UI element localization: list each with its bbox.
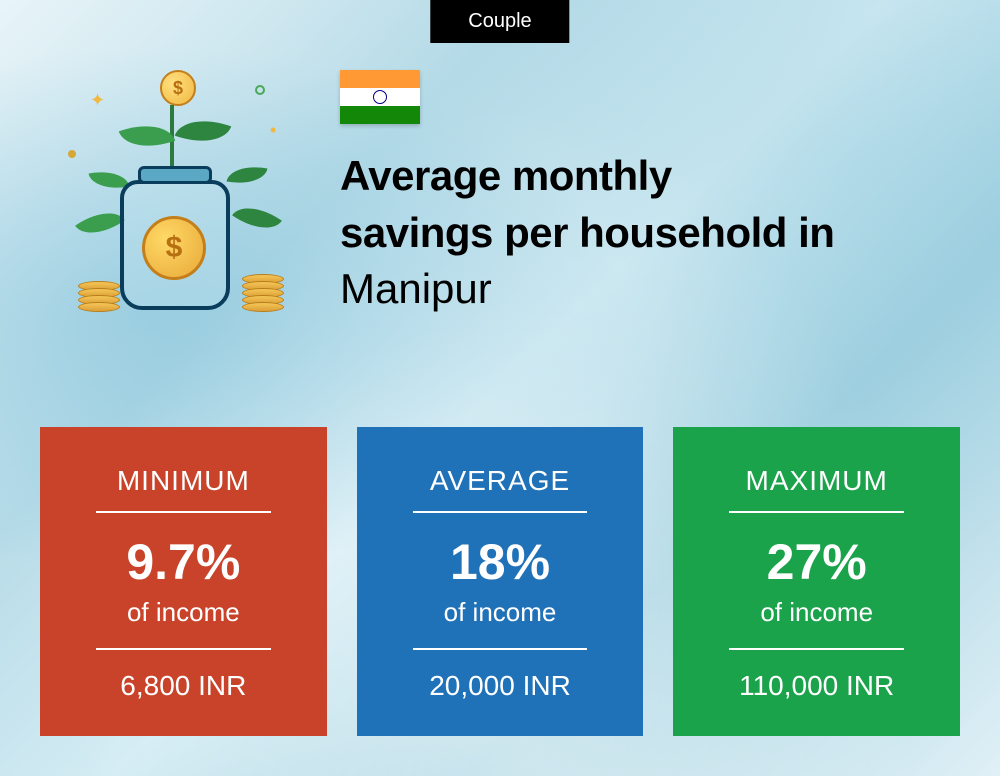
title-block: Average monthly savings per household in… bbox=[340, 70, 960, 330]
divider bbox=[96, 511, 271, 513]
title-line-2: savings per household in bbox=[340, 205, 960, 262]
title-line-1: Average monthly bbox=[340, 148, 960, 205]
divider bbox=[729, 648, 904, 650]
card-label: AVERAGE bbox=[385, 465, 616, 497]
leaf-icon bbox=[175, 109, 232, 152]
title-location: Manipur bbox=[340, 261, 960, 318]
india-flag-icon bbox=[340, 70, 420, 124]
coin-stack-icon bbox=[78, 284, 120, 312]
card-amount: 20,000 INR bbox=[385, 670, 616, 702]
coin-stack-icon bbox=[242, 277, 284, 312]
card-amount: 110,000 INR bbox=[701, 670, 932, 702]
average-card: AVERAGE 18% of income 20,000 INR bbox=[357, 427, 644, 736]
card-label: MINIMUM bbox=[68, 465, 299, 497]
savings-jar-illustration: ✦ • $ $ bbox=[60, 70, 300, 330]
card-percent: 9.7% bbox=[68, 533, 299, 591]
dot-decoration bbox=[68, 150, 76, 158]
leaf-icon bbox=[75, 201, 125, 246]
minimum-card: MINIMUM 9.7% of income 6,800 INR bbox=[40, 427, 327, 736]
header-section: ✦ • $ $ Average monthly savings per h bbox=[60, 70, 960, 330]
card-percent: 18% bbox=[385, 533, 616, 591]
card-label: MAXIMUM bbox=[701, 465, 932, 497]
divider bbox=[729, 511, 904, 513]
divider bbox=[413, 511, 588, 513]
leaf-icon bbox=[232, 196, 282, 241]
dot-decoration bbox=[255, 85, 265, 95]
sparkle-icon: ✦ bbox=[90, 90, 105, 111]
card-subtext: of income bbox=[701, 597, 932, 628]
sparkle-icon: • bbox=[270, 120, 276, 141]
card-percent: 27% bbox=[701, 533, 932, 591]
dollar-coin-icon: $ bbox=[142, 216, 206, 280]
maximum-card: MAXIMUM 27% of income 110,000 INR bbox=[673, 427, 960, 736]
leaf-icon bbox=[119, 114, 176, 157]
divider bbox=[413, 648, 588, 650]
coin-icon: $ bbox=[160, 70, 196, 106]
card-amount: 6,800 INR bbox=[68, 670, 299, 702]
category-badge: Couple bbox=[430, 0, 569, 43]
savings-jar-icon: $ bbox=[120, 170, 230, 310]
stats-cards-row: MINIMUM 9.7% of income 6,800 INR AVERAGE… bbox=[40, 427, 960, 736]
card-subtext: of income bbox=[68, 597, 299, 628]
card-subtext: of income bbox=[385, 597, 616, 628]
divider bbox=[96, 648, 271, 650]
leaf-icon bbox=[227, 162, 268, 188]
